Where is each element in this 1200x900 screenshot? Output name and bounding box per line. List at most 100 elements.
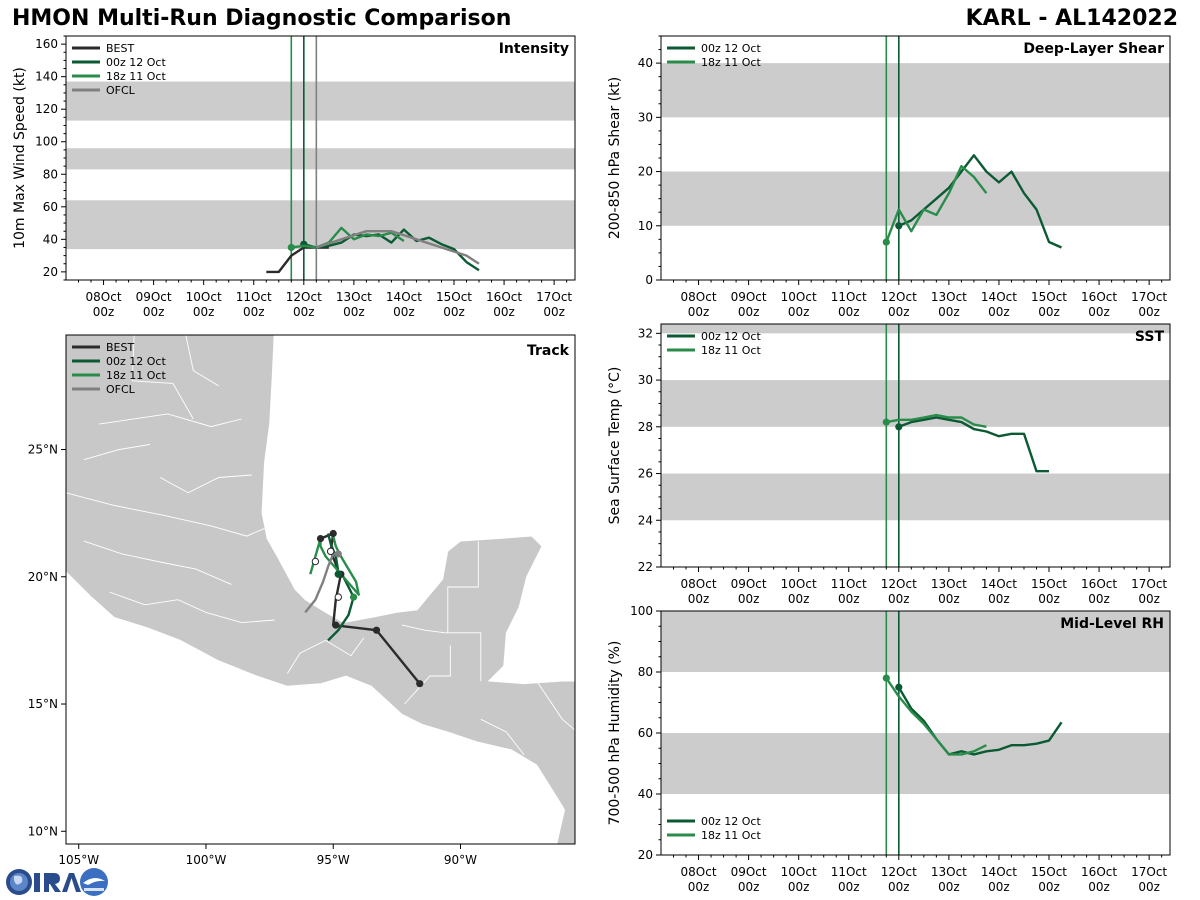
x-tick-label: 08Oct xyxy=(681,865,717,879)
y-tick-label: 20 xyxy=(638,165,653,179)
series-line xyxy=(886,413,987,428)
y-tick-label: 26 xyxy=(638,467,653,481)
x-tick-label: 00z xyxy=(1038,880,1060,894)
x-tick-label: 16Oct xyxy=(486,290,522,304)
x-tick-label: 00z xyxy=(1138,880,1160,894)
x-tick-label: 00z xyxy=(143,305,165,319)
boundary-line xyxy=(480,718,525,756)
y-axis-label: 700-500 hPa Humidity (%) xyxy=(607,641,623,826)
series-line xyxy=(897,686,1063,756)
boundary-line xyxy=(404,645,451,705)
series-start-point xyxy=(895,222,903,230)
ofcl-start-point xyxy=(334,550,342,558)
series-line xyxy=(303,228,480,272)
shaded-band xyxy=(661,611,1170,672)
legend-label: 18z 11 Oct xyxy=(701,344,761,357)
x-tick-label: 13Oct xyxy=(931,865,967,879)
series-start-point xyxy=(287,243,295,252)
x-tick-label: 00z xyxy=(1088,880,1110,894)
boundary-line xyxy=(99,413,242,428)
shaded-band xyxy=(661,324,1170,334)
x-tick-label: 08Oct xyxy=(86,290,122,304)
y-tick-label: 10 xyxy=(638,219,653,233)
x-tick-label: 11Oct xyxy=(831,577,867,591)
legend-label: 00z 12 Oct xyxy=(701,42,761,55)
shaded-band xyxy=(66,81,575,121)
x-tick-label: 09Oct xyxy=(731,865,767,879)
x-tick-label: 00z xyxy=(243,305,265,319)
legend-label: 18z 11 Oct xyxy=(106,369,166,382)
series-line xyxy=(885,164,988,243)
legend-label: 00z 12 Oct xyxy=(701,815,761,828)
x-tick-label: 10Oct xyxy=(186,290,222,304)
best-track-point xyxy=(332,621,340,629)
x-tick-label: 08Oct xyxy=(681,290,717,304)
x-tick-label: 95°W xyxy=(317,853,350,867)
x-tick-label: 16Oct xyxy=(1081,290,1117,304)
x-tick-label: 17Oct xyxy=(1131,865,1167,879)
x-tick-label: 00z xyxy=(738,305,760,319)
x-tick-label: 15Oct xyxy=(436,290,472,304)
y-tick-label: 40 xyxy=(638,56,653,70)
x-tick-label: 00z xyxy=(1138,305,1160,319)
x-tick-label: 08Oct xyxy=(681,577,717,591)
y-tick-label: 22 xyxy=(638,560,653,574)
x-tick-label: 00z xyxy=(688,880,710,894)
x-tick-label: 17Oct xyxy=(1131,290,1167,304)
cira-logo xyxy=(6,868,108,896)
x-tick-label: 11Oct xyxy=(831,290,867,304)
legend-label: 00z 12 Oct xyxy=(106,56,166,69)
x-tick-label: 105°W xyxy=(58,853,99,867)
x-tick-label: 15Oct xyxy=(1031,577,1067,591)
series-start-point xyxy=(882,418,890,426)
x-tick-label: 12Oct xyxy=(881,865,917,879)
x-tick-label: 00z xyxy=(788,880,810,894)
series-start-point xyxy=(882,238,890,246)
shaded-band xyxy=(661,473,1170,521)
y-tick-label: 25°N xyxy=(28,443,58,457)
x-tick-label: 00z xyxy=(1088,305,1110,319)
x-tick-label: 00z xyxy=(988,880,1010,894)
x-tick-label: 09Oct xyxy=(731,290,767,304)
y-axis-label: 200-850 hPa Shear (kt) xyxy=(607,77,623,239)
shear-panel: 08Oct00z09Oct00z10Oct00z11Oct00z12Oct00z… xyxy=(607,35,1171,319)
x-tick-label: 00z xyxy=(788,592,810,606)
x-tick-label: 00z xyxy=(1088,592,1110,606)
best-track-point xyxy=(416,680,424,688)
best-track-open-point xyxy=(326,547,335,556)
best-track-open-point xyxy=(311,557,320,566)
series-line xyxy=(291,226,405,249)
land-mass xyxy=(575,516,598,531)
y-tick-label: 20°N xyxy=(28,570,58,584)
x-tick-label: 00z xyxy=(838,305,860,319)
y-tick-label: 60 xyxy=(638,726,653,740)
y-tick-label: 32 xyxy=(638,326,653,340)
run-start-point xyxy=(349,593,358,601)
panel-title: Deep-Layer Shear xyxy=(1023,41,1164,57)
y-tick-label: 60 xyxy=(43,200,58,214)
legend-label: BEST xyxy=(106,341,134,354)
y-tick-label: 15°N xyxy=(28,697,58,711)
x-tick-label: 14Oct xyxy=(981,577,1017,591)
y-tick-label: 100 xyxy=(35,135,58,149)
x-tick-label: 10Oct xyxy=(781,290,817,304)
plot-frame xyxy=(65,334,576,845)
boundary-line xyxy=(131,335,194,420)
x-tick-label: 15Oct xyxy=(1031,865,1067,879)
legend-label: 00z 12 Oct xyxy=(701,330,761,343)
y-tick-label: 0 xyxy=(645,273,653,287)
x-tick-label: 00z xyxy=(688,592,710,606)
x-tick-label: 09Oct xyxy=(136,290,172,304)
x-tick-label: 00z xyxy=(688,305,710,319)
x-tick-label: 00z xyxy=(1038,592,1060,606)
y-tick-label: 80 xyxy=(638,665,653,679)
x-tick-label: 00z xyxy=(738,880,760,894)
boundary-line xyxy=(83,443,151,461)
plot-frame xyxy=(660,323,1171,568)
series-line xyxy=(315,229,480,265)
y-axis-label: 10m Max Wind Speed (kt) xyxy=(12,67,28,249)
legend-label: OFCL xyxy=(106,84,136,97)
best-track-point xyxy=(316,535,325,543)
x-tick-label: 15Oct xyxy=(1031,290,1067,304)
legend-label: BEST xyxy=(106,42,134,55)
